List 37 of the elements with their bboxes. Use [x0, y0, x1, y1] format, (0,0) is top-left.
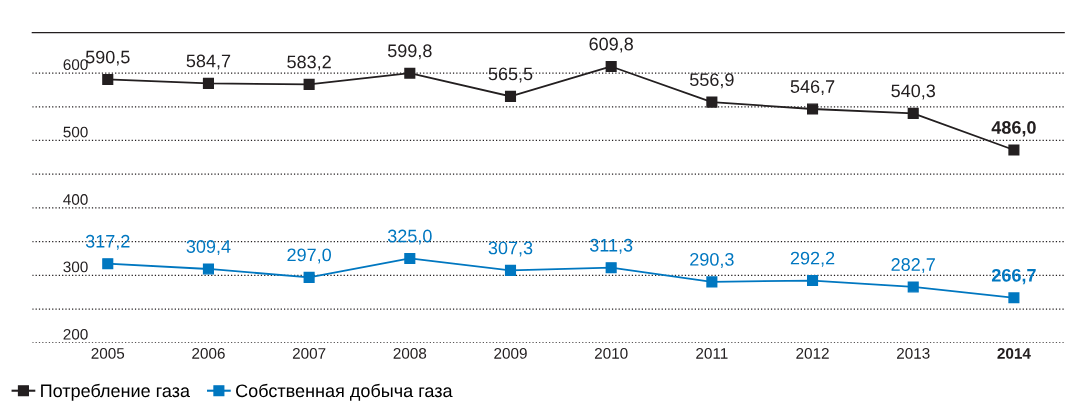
x-tick-label: 2009 [494, 347, 527, 359]
data-label: 317,2 [85, 234, 130, 250]
legend-label: Собственная добыча газа [236, 383, 453, 401]
y-tick-label: 400 [63, 194, 88, 205]
x-tick-label: 2011 [696, 347, 728, 359]
y-tick-label: 500 [63, 126, 88, 138]
x-tick-label: 2007 [292, 347, 326, 359]
data-label: 584,7 [186, 54, 231, 70]
data-label: 609,8 [589, 37, 633, 53]
data-label: 290,3 [690, 253, 734, 268]
data-label: 583,2 [287, 55, 331, 71]
x-tick-label: 2013 [897, 347, 930, 359]
data-label: 486,0 [991, 121, 1036, 137]
x-tick-label: 2012 [796, 347, 829, 359]
data-label: 311,3 [589, 238, 633, 254]
data-label: 556,9 [689, 73, 734, 89]
data-label: 590,5 [85, 50, 130, 66]
data-label: 309,4 [186, 240, 231, 256]
y-tick-label: 200 [63, 328, 88, 340]
data-label: 540,3 [891, 84, 936, 100]
x-tick-label: 2006 [192, 347, 225, 359]
y-tick-label: 300 [63, 261, 88, 273]
data-label: 546,7 [790, 80, 835, 96]
data-label: 266,7 [991, 268, 1036, 285]
x-tick-label: 2008 [393, 347, 427, 359]
data-label: 297,0 [287, 248, 332, 264]
data-label: 292,2 [790, 251, 835, 267]
data-label: 599,8 [387, 44, 432, 60]
data-label: 325,0 [387, 229, 432, 245]
x-tick-label: 2005 [91, 347, 125, 359]
x-tick-label: 2014 [997, 347, 1031, 359]
data-label: 565,5 [488, 67, 533, 83]
data-label: 282,7 [891, 258, 935, 274]
legend-label: Потребление газа [41, 383, 190, 401]
data-label: 307,3 [488, 241, 533, 257]
y-tick-label: 600 [63, 59, 88, 71]
x-tick-label: 2010 [594, 347, 628, 359]
